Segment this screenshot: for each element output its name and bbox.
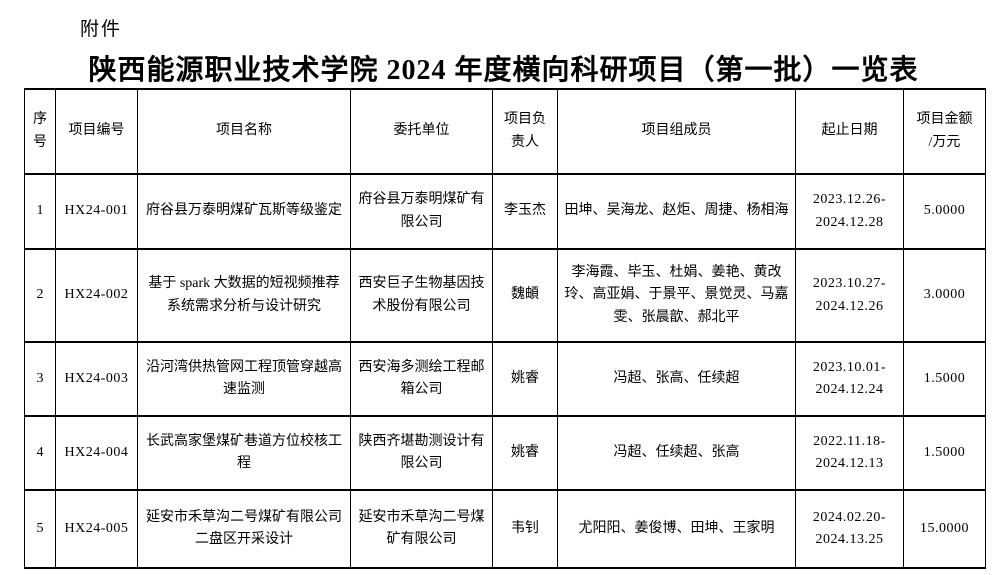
table-row: 5 HX24-005 延安市禾草沟二号煤矿有限公司二盘区开采设计 延安市禾草沟二… (24, 489, 986, 569)
cell-amount: 1.5000 (903, 415, 986, 491)
cell-dates: 2024.02.20- 2024.13.25 (795, 489, 904, 569)
cell-project-code: HX24-003 (55, 341, 138, 417)
cell-dates: 2023.10.01- 2024.12.24 (795, 341, 904, 417)
header-cell-leader: 项目负 责人 (492, 88, 558, 175)
cell-project-name: 基于 spark 大数据的短视频推荐系统需求分析与设计研究 (137, 248, 351, 343)
table-row: 1 HX24-001 府谷县万泰明煤矿瓦斯等级鉴定 府谷县万泰明煤矿有限公司 李… (24, 173, 986, 250)
cell-amount: 1.5000 (903, 341, 986, 417)
cell-amount: 15.0000 (903, 489, 986, 569)
header-cell-amount: 项目金额 /万元 (903, 88, 986, 175)
cell-members: 冯超、任续超、张高 (557, 415, 796, 491)
header-cell-project-code: 项目编号 (55, 88, 138, 175)
cell-project-code: HX24-002 (55, 248, 138, 343)
header-cell-dates: 起止日期 (795, 88, 904, 175)
cell-client: 延安市禾草沟二号煤矿有限公司 (350, 489, 493, 569)
cell-client: 西安海多测绘工程邮箱公司 (350, 341, 493, 417)
cell-dates: 2023.10.27- 2024.12.26 (795, 248, 904, 343)
cell-members: 田坤、吴海龙、赵炬、周捷、杨相海 (557, 173, 796, 250)
cell-dates: 2022.11.18- 2024.12.13 (795, 415, 904, 491)
cell-leader: 魏頔 (492, 248, 558, 343)
projects-table: 序 号 项目编号 项目名称 委托单位 项目负 责人 项目组成员 起止日期 项目金… (24, 88, 986, 569)
cell-project-code: HX24-004 (55, 415, 138, 491)
header-cell-client: 委托单位 (350, 88, 493, 175)
cell-project-name: 府谷县万泰明煤矿瓦斯等级鉴定 (137, 173, 351, 250)
cell-project-code: HX24-005 (55, 489, 138, 569)
cell-members: 尤阳阳、姜俊博、田坤、王家明 (557, 489, 796, 569)
table-header-row: 序 号 项目编号 项目名称 委托单位 项目负 责人 项目组成员 起止日期 项目金… (24, 88, 986, 175)
table-row: 4 HX24-004 长武高家堡煤矿巷道方位校核工程 陕西齐堪勘测设计有限公司 … (24, 415, 986, 491)
cell-serial: 4 (24, 415, 56, 491)
cell-serial: 3 (24, 341, 56, 417)
cell-client: 西安巨子生物基因技术股份有限公司 (350, 248, 493, 343)
cell-leader: 姚睿 (492, 415, 558, 491)
page-title: 陕西能源职业技术学院 2024 年度横向科研项目（第一批）一览表 (88, 55, 919, 86)
cell-client: 陕西齐堪勘测设计有限公司 (350, 415, 493, 491)
header-cell-members: 项目组成员 (557, 88, 796, 175)
cell-dates: 2023.12.26- 2024.12.28 (795, 173, 904, 250)
cell-project-code: HX24-001 (55, 173, 138, 250)
cell-serial: 5 (24, 489, 56, 569)
cell-amount: 3.0000 (903, 248, 986, 343)
cell-members: 冯超、张高、任续超 (557, 341, 796, 417)
attachment-label: 附件 (80, 19, 123, 40)
cell-leader: 姚睿 (492, 341, 558, 417)
cell-leader: 韦钊 (492, 489, 558, 569)
header-cell-project-name: 项目名称 (137, 88, 351, 175)
cell-members: 李海霞、毕玉、杜娟、姜艳、黄改玲、高亚娟、于景平、景觉灵、马嘉雯、张晨歆、郝北平 (557, 248, 796, 343)
table-row: 2 HX24-002 基于 spark 大数据的短视频推荐系统需求分析与设计研究… (24, 248, 986, 343)
cell-serial: 2 (24, 248, 56, 343)
cell-leader: 李玉杰 (492, 173, 558, 250)
cell-project-name: 沿河湾供热管网工程顶管穿越高速监测 (137, 341, 351, 417)
cell-amount: 5.0000 (903, 173, 986, 250)
cell-project-name: 长武高家堡煤矿巷道方位校核工程 (137, 415, 351, 491)
header-cell-serial: 序 号 (24, 88, 56, 175)
table-row: 3 HX24-003 沿河湾供热管网工程顶管穿越高速监测 西安海多测绘工程邮箱公… (24, 341, 986, 417)
cell-project-name: 延安市禾草沟二号煤矿有限公司二盘区开采设计 (137, 489, 351, 569)
cell-client: 府谷县万泰明煤矿有限公司 (350, 173, 493, 250)
cell-serial: 1 (24, 173, 56, 250)
